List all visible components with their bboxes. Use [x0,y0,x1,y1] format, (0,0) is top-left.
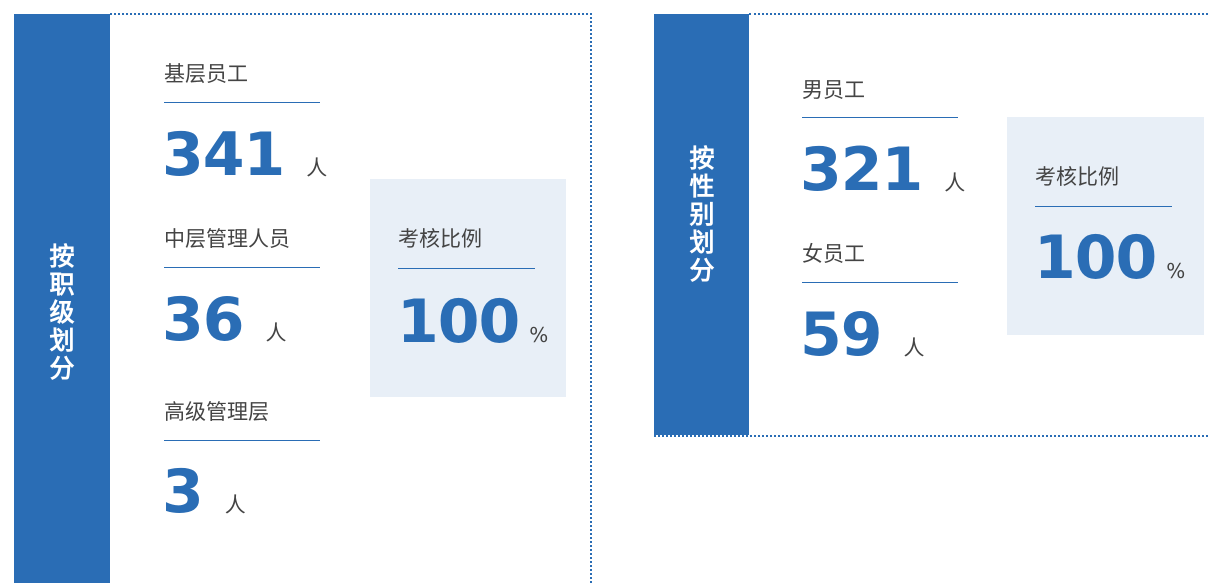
group-value: 341 人 [162,120,327,190]
dotted-border [654,435,1208,437]
number: 59 [800,300,882,370]
group-label: 女员工 [802,242,865,266]
section-title: 按性别划分 [689,144,715,285]
ratio-box [370,179,566,397]
unit: 人 [265,321,287,345]
number: 321 [800,135,923,205]
sidebar [654,14,749,435]
group-value: 59 人 [800,300,925,370]
group-label: 高级管理层 [164,400,269,424]
divider [1035,206,1172,207]
group-label: 基层员工 [164,62,248,86]
number: 3 [162,457,204,527]
sidebar [14,14,110,583]
number: 100 [397,287,520,357]
divider [164,267,320,268]
number: 341 [162,120,285,190]
group-value: 36 人 [162,285,287,355]
unit: % [1166,259,1186,283]
dotted-border [590,13,592,583]
divider [164,102,320,103]
ratio-value: 100% [1034,223,1185,293]
ratio-value: 100% [397,287,548,357]
divider [398,268,535,269]
unit: 人 [224,493,246,517]
dotted-border [749,13,1208,15]
ratio-label: 考核比例 [398,227,482,251]
number: 100 [1034,223,1157,293]
section-title: 按职级划分 [49,242,75,383]
group-value: 321 人 [800,135,965,205]
dotted-border [110,13,592,15]
group-label: 中层管理人员 [164,227,290,251]
number: 36 [162,285,244,355]
unit: 人 [903,336,925,360]
divider [802,117,958,118]
ratio-box [1007,117,1204,335]
unit: 人 [944,171,966,195]
unit: 人 [306,156,328,180]
unit: % [529,323,549,347]
divider [164,440,320,441]
divider [802,282,958,283]
group-label: 男员工 [802,78,865,102]
ratio-label: 考核比例 [1035,165,1119,189]
